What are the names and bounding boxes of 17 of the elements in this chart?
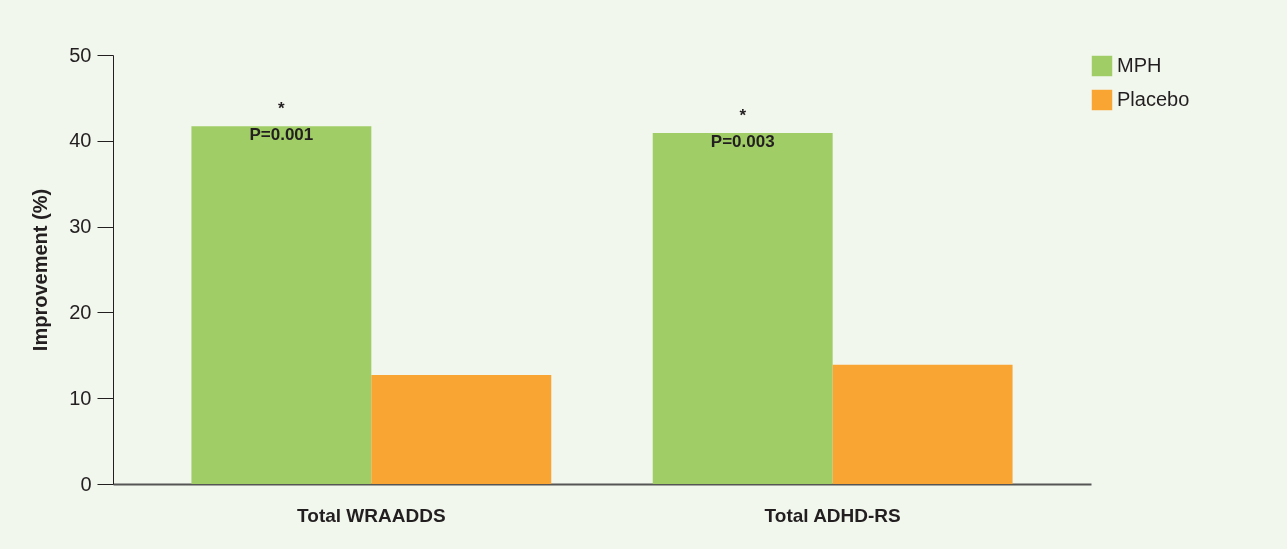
annotation: * P=0.003 — [710, 106, 775, 152]
bar — [832, 364, 1013, 484]
y-tick-label: 40 — [69, 129, 92, 152]
y-tick-label: 0 — [80, 472, 92, 495]
legend-label: Placebo — [1117, 88, 1190, 110]
x-tick-label: Total WRAADDS — [297, 504, 446, 526]
y-tick-label: 30 — [69, 215, 92, 238]
bar — [191, 126, 372, 484]
x-tick-label: Total ADHD-RS — [764, 504, 901, 526]
y-tick-label: 50 — [69, 43, 92, 66]
y-tick-label: 10 — [69, 386, 92, 409]
bar — [371, 375, 552, 484]
y-axis-title: Improvement (%) — [29, 188, 52, 352]
legend-label: MPH — [1117, 54, 1162, 76]
y-tick-label: 20 — [69, 300, 92, 323]
bar — [652, 133, 833, 484]
annotation: * P=0.001 — [249, 99, 314, 145]
